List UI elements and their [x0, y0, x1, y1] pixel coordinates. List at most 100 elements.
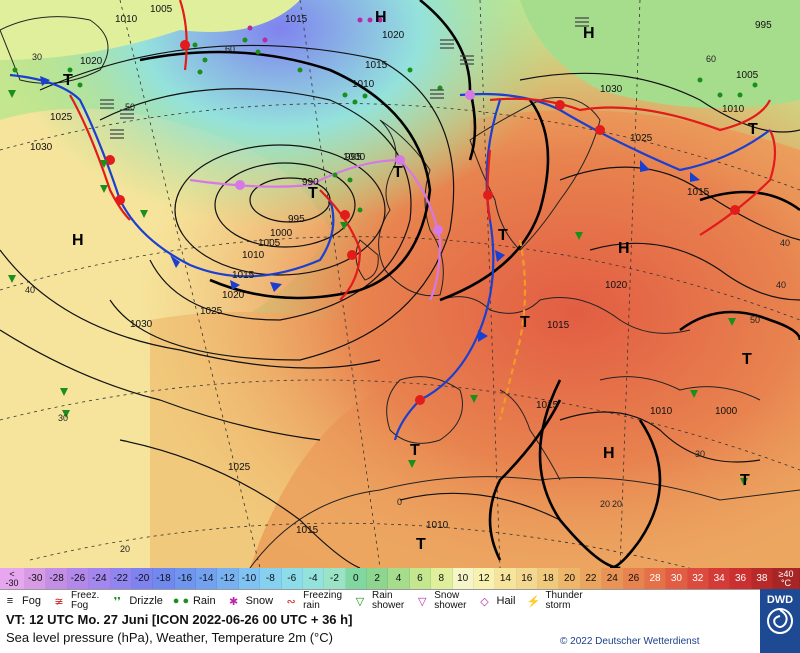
- scale-cell: 4: [388, 568, 410, 589]
- pressure-label: 1020: [382, 30, 405, 41]
- pressure-label: 1005: [736, 70, 759, 81]
- legend-freezing-rain-line1: Freezing: [303, 590, 342, 601]
- pressure-label: 1015: [365, 60, 388, 71]
- legend-rain-shower-line2: shower: [372, 600, 405, 611]
- low-center: T: [748, 121, 758, 138]
- scale-cell: -8: [260, 568, 282, 589]
- thunderstorm-icon: ⚡: [526, 595, 541, 608]
- pressure-label: 995: [288, 214, 305, 225]
- graticule-label: 50: [125, 102, 135, 112]
- legend-freezing-rain: ∾ Freezing rain: [281, 591, 342, 611]
- graticule-label: 20: [600, 499, 610, 509]
- snow-icon: ✱: [228, 595, 239, 608]
- pressure-label: 1015: [687, 187, 710, 198]
- high-center: H: [603, 445, 615, 462]
- scale-cell: 22: [580, 568, 603, 589]
- coastlines: [0, 16, 800, 568]
- pressure-label: 1015: [285, 14, 308, 25]
- dwd-logo-text: DWD: [766, 594, 794, 606]
- pressure-label: 990: [302, 177, 319, 188]
- legend-drizzle-label: Drizzle: [129, 595, 163, 607]
- legend-freezing-fog: ≆ Freez. Fog: [49, 591, 99, 611]
- pressure-label: 1015: [536, 400, 559, 411]
- pressure-label: 1000: [270, 228, 293, 239]
- scale-cell: 28: [644, 568, 667, 589]
- pressure-label: 1010: [352, 79, 375, 90]
- snow-shower-icon: ▽: [418, 595, 427, 608]
- legend-rain: ● ● Rain: [171, 595, 216, 607]
- pressure-label: 1025: [200, 306, 223, 317]
- graticule-label: 50: [750, 315, 760, 325]
- pressure-label: 1010: [115, 14, 138, 25]
- scale-cells: -30 -28 -26 -24 -22 -20 -18 -16 -14 -12 -10 -8 -6 -4-…: [25, 568, 774, 589]
- pressure-label: 1000: [715, 406, 738, 417]
- legend-fog: ≡ Fog: [0, 595, 41, 607]
- scale-cell: 34: [709, 568, 731, 589]
- dwd-logo: DWD: [760, 589, 800, 653]
- graticule-label: 30: [695, 449, 705, 459]
- high-center: H: [375, 9, 387, 26]
- freezing-fog-icon: ≆: [54, 595, 64, 608]
- low-center: T: [520, 314, 530, 331]
- warm-front-atlantic: [69, 94, 131, 221]
- scale-cell: 14: [495, 568, 517, 589]
- legend-drizzle: ❜❜ Drizzle: [107, 595, 163, 608]
- legend-snow-label: Snow: [245, 595, 274, 607]
- scale-cell: 12: [473, 568, 496, 589]
- graticule-label: 20: [612, 499, 622, 509]
- cold-front-north: [459, 92, 771, 172]
- major-isobars: [139, 0, 800, 568]
- low-center: T: [416, 536, 426, 553]
- high-center: H: [618, 240, 630, 257]
- graticule-label: 0: [397, 497, 402, 507]
- legend-thunderstorm-line1: Thunder: [545, 590, 583, 601]
- weather-map: 1005 1010 1015 1020 1025 1030 990 995 10…: [0, 0, 800, 568]
- scale-cell: 8: [431, 568, 453, 589]
- legend-snow-shower-line2: shower: [434, 600, 467, 611]
- pressure-label: 1000: [343, 152, 366, 163]
- scale-min-symbol: <: [9, 568, 15, 579]
- legend-freezing-fog-line1: Freez.: [70, 590, 100, 601]
- scale-cell: 32: [687, 568, 709, 589]
- graticule-label: 30: [58, 413, 68, 423]
- scale-cell: 30: [666, 568, 688, 589]
- northeast-cool-zone: [520, 0, 800, 108]
- scale-cell-min: < -30: [0, 568, 25, 589]
- temperature-scale: < -30 -30 -28 -26 -24 -22 -20 -18 -16 -14 -12 -10-…: [0, 568, 800, 589]
- pressure-label: 1020: [222, 290, 245, 301]
- legend-fog-label: Fog: [22, 595, 41, 607]
- scale-cell-max: ≥40 °C: [773, 568, 800, 589]
- scale-cell: 36: [730, 568, 752, 589]
- trough-line: [498, 239, 527, 421]
- map-description: Sea level pressure (hPa), Weather, Tempe…: [6, 630, 333, 645]
- pressure-label: 1025: [50, 112, 73, 123]
- pressure-label: 1030: [600, 84, 623, 95]
- low-center: T: [308, 185, 318, 202]
- legend-rain-shower-line1: Rain: [372, 590, 393, 601]
- legend-thunderstorm: ⚡ Thunder storm: [523, 590, 583, 611]
- scale-cell: 6: [409, 568, 432, 589]
- drizzle-icon: ❜❜: [113, 595, 121, 608]
- front-markers: [40, 40, 740, 405]
- legend-hail: ◇ Hail: [475, 595, 515, 608]
- pressure-label: 1025: [630, 133, 653, 144]
- pressure-label: 1015: [547, 320, 570, 331]
- scale-cell: -26: [67, 568, 90, 589]
- graticule-label: 40: [780, 238, 790, 248]
- pressure-label: 1030: [130, 319, 153, 330]
- warm-front-north: [178, 0, 188, 71]
- scale-max-unit: °C: [780, 577, 792, 588]
- scale-cell: 16: [516, 568, 538, 589]
- legend-freezing-fog-line2: Fog: [70, 600, 89, 611]
- scale-cell: -10: [238, 568, 261, 589]
- scale-cell: 24: [602, 568, 624, 589]
- scale-cell: -18: [153, 568, 175, 589]
- graticule-label: 20: [120, 544, 130, 554]
- scale-cell: 10: [452, 568, 474, 589]
- scale-cell: -20: [131, 568, 154, 589]
- graticule-labels: 60 50 40 30 20 0 60 50 40 30 20 20 30 40: [25, 44, 790, 554]
- weather-legend: ≡ Fog ≆ Freez. Fog ❜❜ Drizzle ● ● Rain ✱ …: [0, 589, 760, 612]
- scale-cell: -16: [174, 568, 196, 589]
- scale-cell: 38: [751, 568, 774, 589]
- scale-cell: -22: [110, 568, 132, 589]
